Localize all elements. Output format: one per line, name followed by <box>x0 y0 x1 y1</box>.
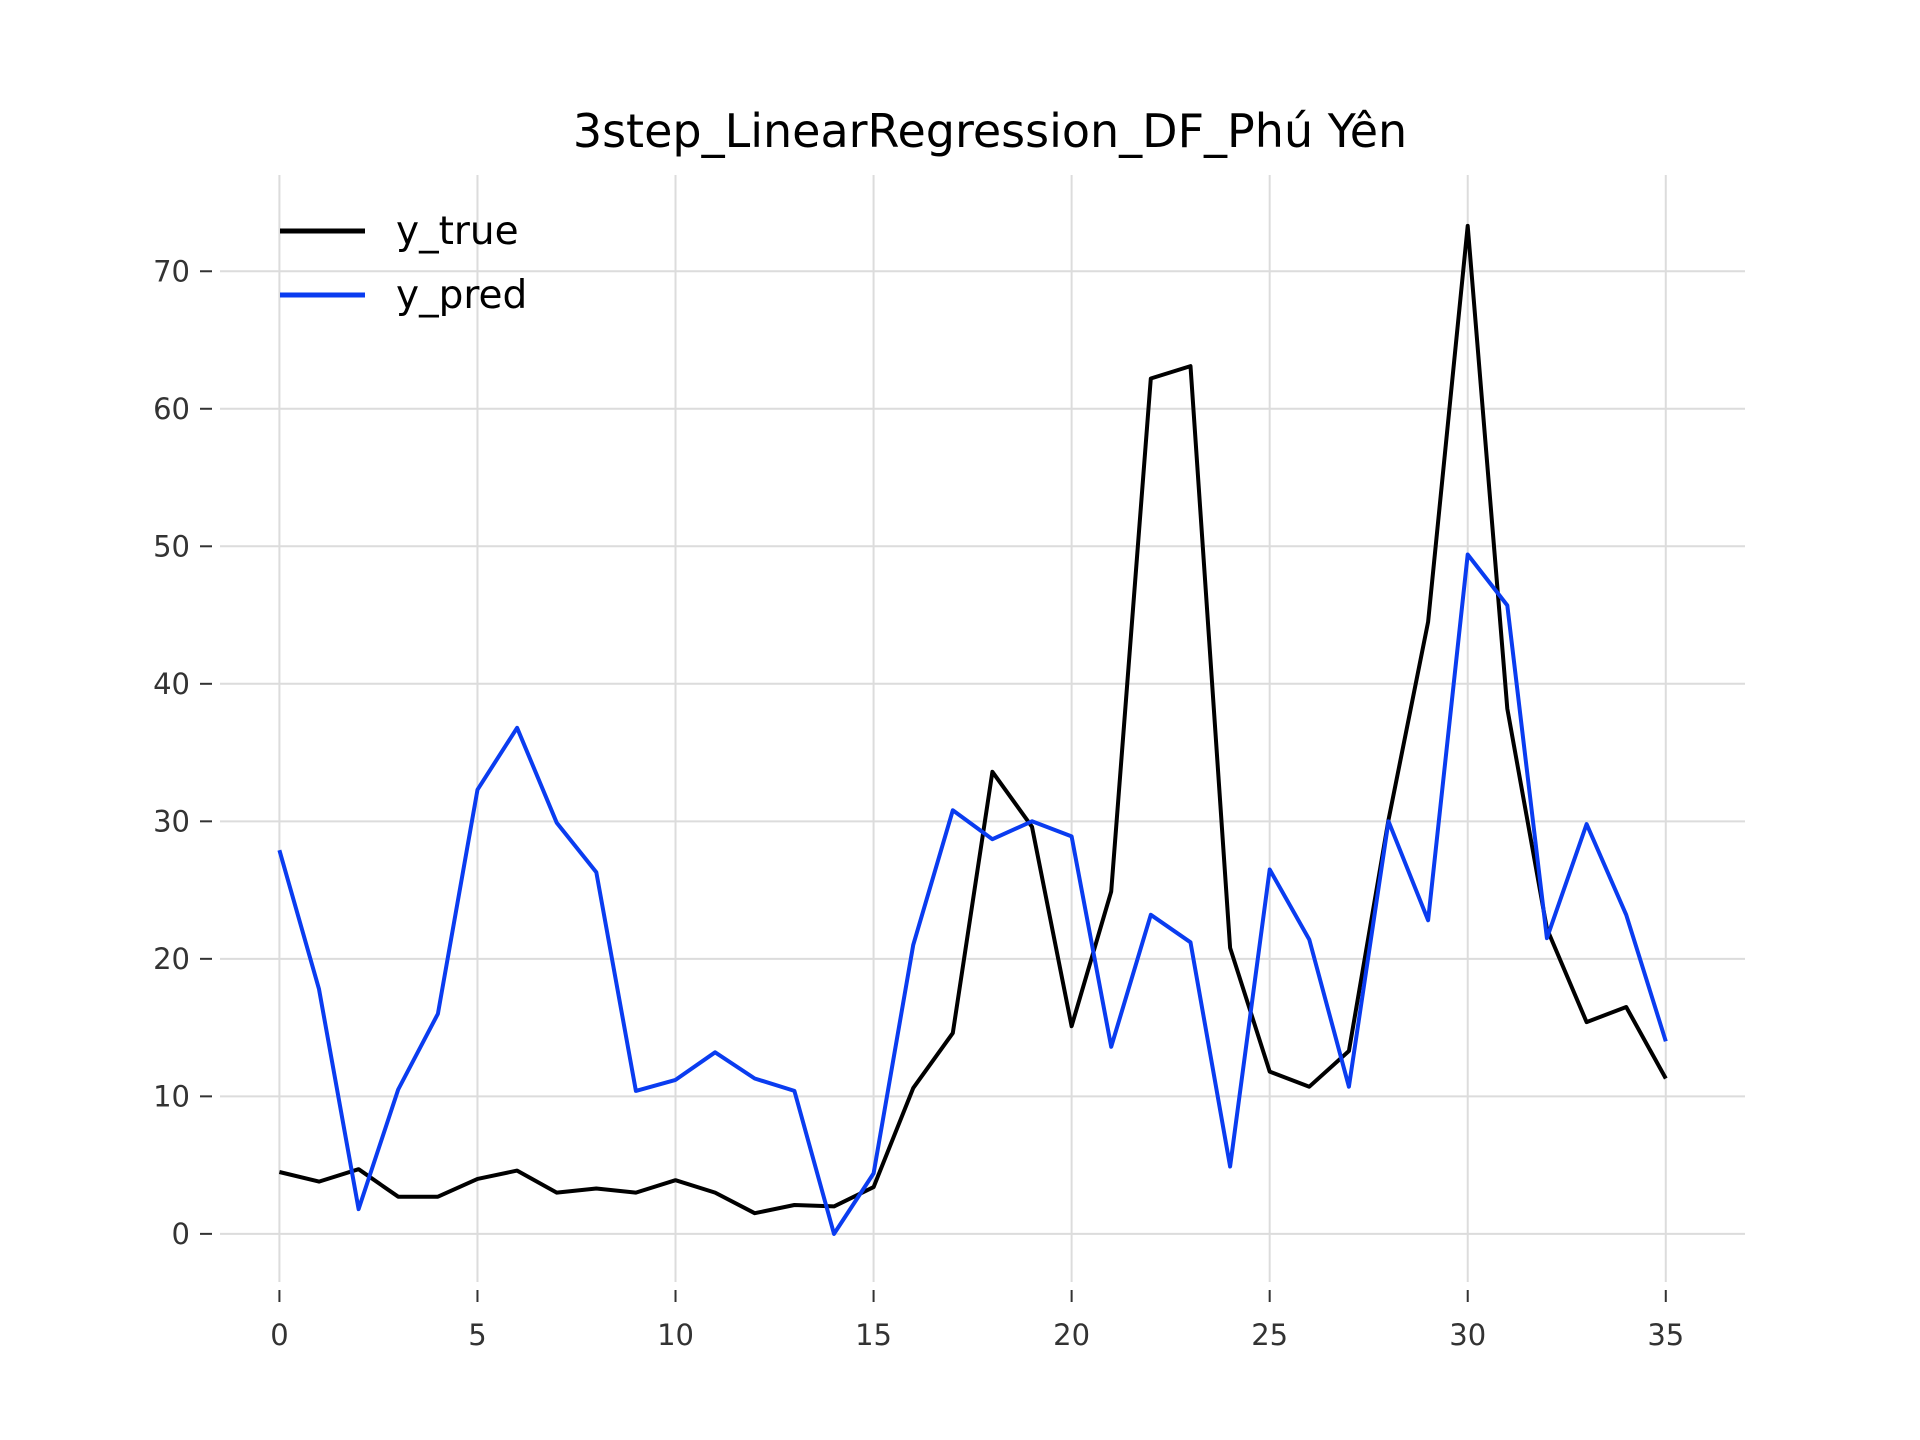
series <box>277 223 1668 1236</box>
y-tick-label: 50 <box>153 529 190 563</box>
x-tick-label: 5 <box>468 1318 486 1352</box>
grid <box>220 175 1745 1282</box>
x-tick-label: 25 <box>1251 1318 1288 1352</box>
y-tick-label: 40 <box>153 667 190 701</box>
y-tick-label: 0 <box>172 1217 190 1251</box>
x-tick-label: 0 <box>270 1318 288 1352</box>
y-tick-label: 10 <box>153 1079 190 1113</box>
x-tick-label: 20 <box>1053 1318 1090 1352</box>
series-line-y-true <box>278 223 1668 1216</box>
x-tick-label: 30 <box>1449 1318 1486 1352</box>
x-tick-label: 10 <box>657 1318 694 1352</box>
y-tick-label: 20 <box>153 942 190 976</box>
legend-label-y-true: y_true <box>396 209 519 254</box>
legend-label-y-pred: y_pred <box>396 273 527 318</box>
y-tick-label: 70 <box>153 254 190 288</box>
chart-title: 3step_LinearRegression_DF_Phú Yên <box>573 104 1407 158</box>
y-tick-label: 60 <box>153 392 190 426</box>
x-tick-label: 15 <box>855 1318 892 1352</box>
axes: 0 5 10 15 20 25 30 35 0 10 20 30 40 50 60 70 <box>153 254 1684 1352</box>
x-tick-label: 35 <box>1647 1318 1684 1352</box>
legend: y_true y_pred <box>280 209 527 318</box>
y-tick-label: 30 <box>153 804 190 838</box>
series-line-y-pred <box>277 552 1668 1236</box>
